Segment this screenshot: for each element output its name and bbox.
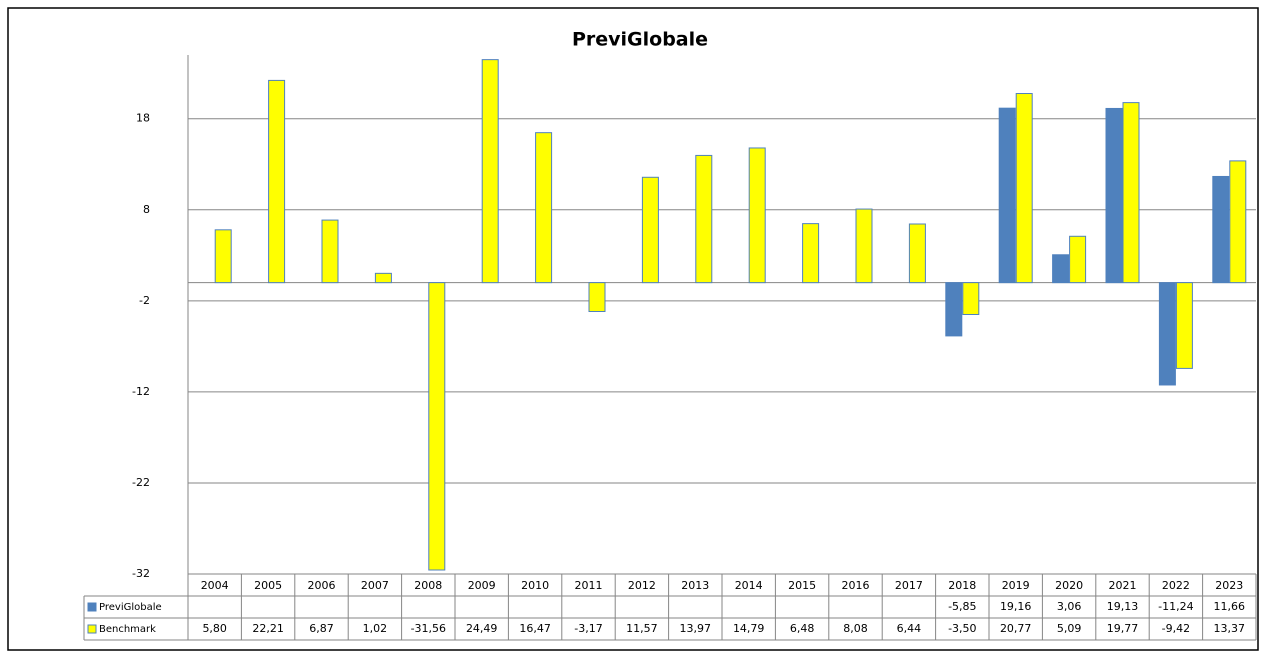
x-tick-label: 2018 [948, 579, 976, 592]
bar [695, 154, 713, 284]
bar [588, 282, 606, 312]
x-tick-label: 2008 [414, 579, 442, 592]
table-value: -5,85 [948, 600, 976, 613]
x-tick-label: 2017 [895, 579, 923, 592]
table-value: 22,21 [252, 622, 284, 635]
x-tick-label: 2014 [735, 579, 763, 592]
x-tick-label: 2015 [788, 579, 816, 592]
bar [945, 282, 963, 337]
bar [1105, 107, 1123, 284]
table-value: 11,57 [626, 622, 658, 635]
bar [1122, 102, 1140, 284]
table-value: 3,06 [1057, 600, 1082, 613]
bar [1175, 282, 1193, 369]
x-tick-label: 2020 [1055, 579, 1083, 592]
bar [428, 282, 446, 571]
table-value: 5,09 [1057, 622, 1082, 635]
x-tick-label: 2010 [521, 579, 549, 592]
table-value: 5,80 [202, 622, 227, 635]
bar [855, 208, 873, 284]
table-value: 19,16 [1000, 600, 1032, 613]
x-tick-label: 2016 [842, 579, 870, 592]
table-value: -3,17 [574, 622, 602, 635]
x-tick-label: 2011 [575, 579, 603, 592]
table-value: -11,24 [1158, 600, 1193, 613]
table-value: -3,50 [948, 622, 976, 635]
table-value: 6,48 [790, 622, 815, 635]
table-value: 11,66 [1214, 600, 1246, 613]
bar [321, 219, 339, 284]
x-tick-label: 2007 [361, 579, 389, 592]
legend-key [87, 602, 97, 612]
bar [908, 223, 926, 284]
x-tick-label: 2023 [1215, 579, 1243, 592]
legend-label: PreviGlobale [99, 602, 162, 613]
y-tick-label: -12 [132, 385, 150, 398]
x-tick-label: 2004 [201, 579, 229, 592]
table-value: 14,79 [733, 622, 765, 635]
table-value: 6,44 [897, 622, 922, 635]
table-value: 20,77 [1000, 622, 1032, 635]
bar [1229, 160, 1247, 284]
table-value: 16,47 [519, 622, 551, 635]
table-value: 24,49 [466, 622, 498, 635]
chart-border [7, 7, 1259, 651]
y-tick-label: -22 [132, 476, 150, 489]
bar [962, 282, 980, 316]
bar [1052, 254, 1070, 284]
bar [641, 176, 659, 284]
bar [535, 132, 553, 284]
x-tick-label: 2005 [254, 579, 282, 592]
bar [1212, 175, 1230, 284]
table-value: 19,77 [1107, 622, 1139, 635]
y-tick-label: 18 [136, 112, 150, 125]
bar [998, 107, 1016, 284]
legend-label: Benchmark [99, 624, 156, 635]
bar [268, 79, 286, 284]
chart-title: PreviGlobale [572, 29, 708, 51]
bar [802, 223, 820, 284]
y-tick-label: -2 [139, 294, 150, 307]
x-tick-label: 2022 [1162, 579, 1190, 592]
table-value: 1,02 [363, 622, 388, 635]
legend-key [87, 624, 97, 634]
x-tick-label: 2019 [1002, 579, 1030, 592]
table-value: 8,08 [843, 622, 868, 635]
bar [214, 229, 232, 284]
table-value: 19,13 [1107, 600, 1139, 613]
x-tick-label: 2012 [628, 579, 656, 592]
bar [481, 59, 499, 284]
table-value: 13,97 [680, 622, 712, 635]
table-value: 6,87 [309, 622, 334, 635]
x-tick-label: 2009 [468, 579, 496, 592]
y-tick-label: 8 [143, 203, 150, 216]
x-tick-label: 2006 [308, 579, 336, 592]
y-tick-label: -32 [132, 567, 150, 580]
bar [1158, 282, 1176, 386]
x-tick-label: 2021 [1109, 579, 1137, 592]
bar [1015, 93, 1033, 284]
table-value: 13,37 [1214, 622, 1246, 635]
bar [374, 272, 392, 284]
table-value: -9,42 [1162, 622, 1190, 635]
bar [1069, 235, 1087, 284]
x-tick-label: 2013 [681, 579, 709, 592]
table-value: -31,56 [411, 622, 446, 635]
bar [748, 147, 766, 284]
